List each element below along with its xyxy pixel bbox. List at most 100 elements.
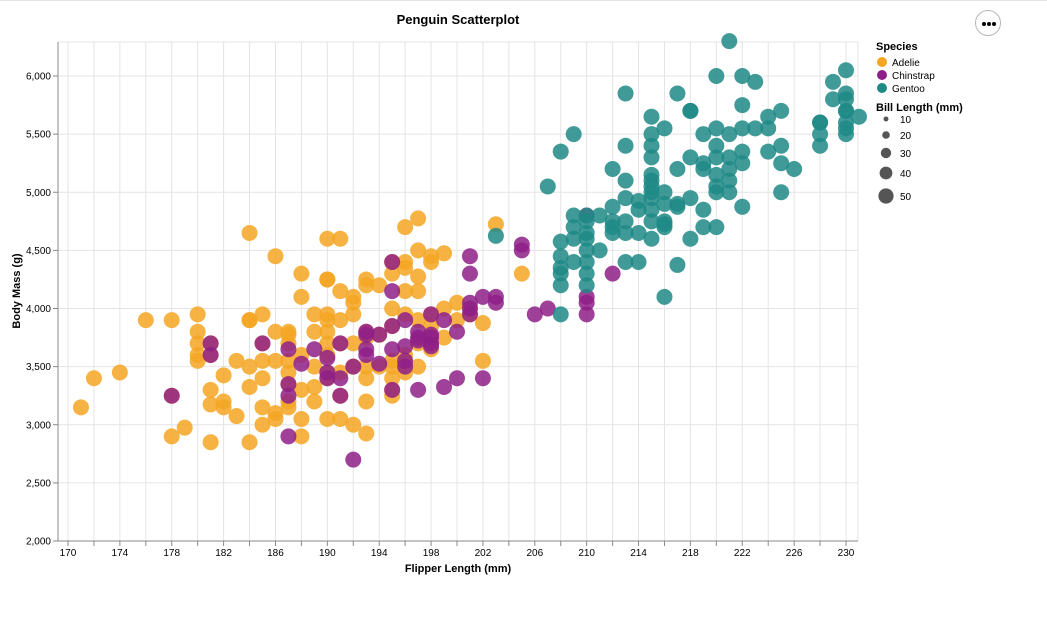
data-point-adelie <box>410 268 427 285</box>
legend-size-label: 40 <box>900 169 912 180</box>
data-point-chinstrap <box>487 294 504 311</box>
legend-swatch-gentoo <box>877 83 887 93</box>
y-axis-title: Body Mass (g) <box>11 253 23 329</box>
data-point-adelie <box>267 410 284 427</box>
data-point-gentoo <box>825 91 842 108</box>
data-point-gentoo <box>708 219 725 236</box>
data-point-gentoo <box>617 213 634 230</box>
data-point-gentoo <box>578 254 595 270</box>
data-point-adelie <box>280 352 297 369</box>
legend-swatch-adelie <box>877 57 887 67</box>
data-point-gentoo <box>708 149 725 166</box>
data-point-chinstrap <box>345 451 362 468</box>
y-tick-label: 4,000 <box>26 304 51 315</box>
data-point-adelie <box>319 230 336 247</box>
data-point-chinstrap <box>358 326 375 343</box>
data-point-gentoo <box>617 85 634 102</box>
data-point-gentoo <box>734 120 751 137</box>
data-point-gentoo <box>734 143 751 160</box>
data-point-gentoo <box>773 137 790 154</box>
data-point-adelie <box>436 329 453 346</box>
data-point-gentoo <box>838 126 854 143</box>
data-point-gentoo <box>747 73 764 90</box>
data-points <box>72 33 867 468</box>
legend-color-title: Species <box>876 41 918 53</box>
data-point-gentoo <box>669 85 686 102</box>
data-point-adelie <box>358 425 375 442</box>
more-options-button[interactable] <box>975 10 1001 36</box>
data-point-gentoo <box>630 224 647 241</box>
data-point-gentoo <box>695 126 712 143</box>
legend-size-label: 20 <box>900 131 912 142</box>
x-tick-label: 218 <box>682 548 699 559</box>
data-point-adelie <box>280 399 297 416</box>
data-point-adelie <box>267 248 284 265</box>
data-point-gentoo <box>721 172 738 189</box>
data-point-adelie <box>397 259 414 276</box>
data-point-chinstrap <box>332 387 349 404</box>
data-point-adelie <box>293 410 310 427</box>
data-point-adelie <box>384 300 401 317</box>
data-point-gentoo <box>643 108 660 125</box>
data-point-adelie <box>267 323 284 340</box>
data-point-chinstrap <box>526 306 543 323</box>
data-point-adelie <box>306 323 323 340</box>
data-point-gentoo <box>773 102 790 119</box>
data-point-chinstrap <box>578 294 595 311</box>
y-tick-label: 4,500 <box>26 246 51 257</box>
data-point-gentoo <box>591 242 608 259</box>
data-point-gentoo <box>669 198 686 215</box>
data-point-adelie <box>111 364 128 381</box>
data-point-adelie <box>384 358 401 375</box>
data-point-gentoo <box>552 143 569 160</box>
data-point-adelie <box>410 312 427 329</box>
data-point-adelie <box>306 378 323 395</box>
data-point-gentoo <box>708 68 725 84</box>
data-point-gentoo <box>838 62 854 79</box>
data-point-chinstrap <box>461 248 478 265</box>
data-point-chinstrap <box>319 349 336 366</box>
legend-size-label: 10 <box>900 115 912 126</box>
data-point-adelie <box>332 283 349 300</box>
data-point-gentoo <box>643 137 660 154</box>
data-point-adelie <box>215 399 232 416</box>
data-point-gentoo <box>682 102 699 119</box>
data-point-adelie <box>280 364 297 381</box>
data-point-adelie <box>189 323 206 340</box>
data-point-adelie <box>358 358 375 375</box>
x-tick-label: 170 <box>60 548 77 559</box>
x-tick-label: 226 <box>786 548 803 559</box>
legend: Species Adelie Chinstrap Gentoo Bill Length … <box>876 41 963 204</box>
data-point-gentoo <box>656 219 673 236</box>
data-point-chinstrap <box>449 370 465 387</box>
data-point-chinstrap <box>384 341 401 358</box>
data-point-chinstrap <box>384 254 401 270</box>
x-tick-label: 230 <box>838 548 855 559</box>
y-tick-label: 2,500 <box>26 478 51 489</box>
data-point-gentoo <box>578 277 595 294</box>
data-point-chinstrap <box>423 306 440 323</box>
data-point-gentoo <box>656 288 673 305</box>
data-point-chinstrap <box>397 358 414 375</box>
data-point-adelie <box>423 254 440 270</box>
y-tick-label: 2,000 <box>26 537 51 548</box>
data-point-adelie <box>345 294 362 311</box>
legend-size-swatch <box>880 147 892 159</box>
data-point-chinstrap <box>384 283 401 300</box>
data-point-adelie <box>202 381 219 398</box>
data-point-gentoo <box>773 155 790 172</box>
data-point-adelie <box>345 416 362 433</box>
data-point-gentoo <box>695 161 712 177</box>
data-point-adelie <box>345 335 362 352</box>
x-tick-label: 182 <box>215 548 232 559</box>
data-point-gentoo <box>552 277 569 294</box>
data-point-chinstrap <box>280 376 297 393</box>
x-tick-label: 190 <box>319 548 336 559</box>
data-point-gentoo <box>812 137 829 154</box>
data-point-gentoo <box>643 201 660 218</box>
more-options-icon-dot <box>987 22 991 26</box>
y-tick-label: 5,500 <box>26 130 51 141</box>
data-point-chinstrap <box>604 265 621 282</box>
data-point-adelie <box>319 271 336 288</box>
